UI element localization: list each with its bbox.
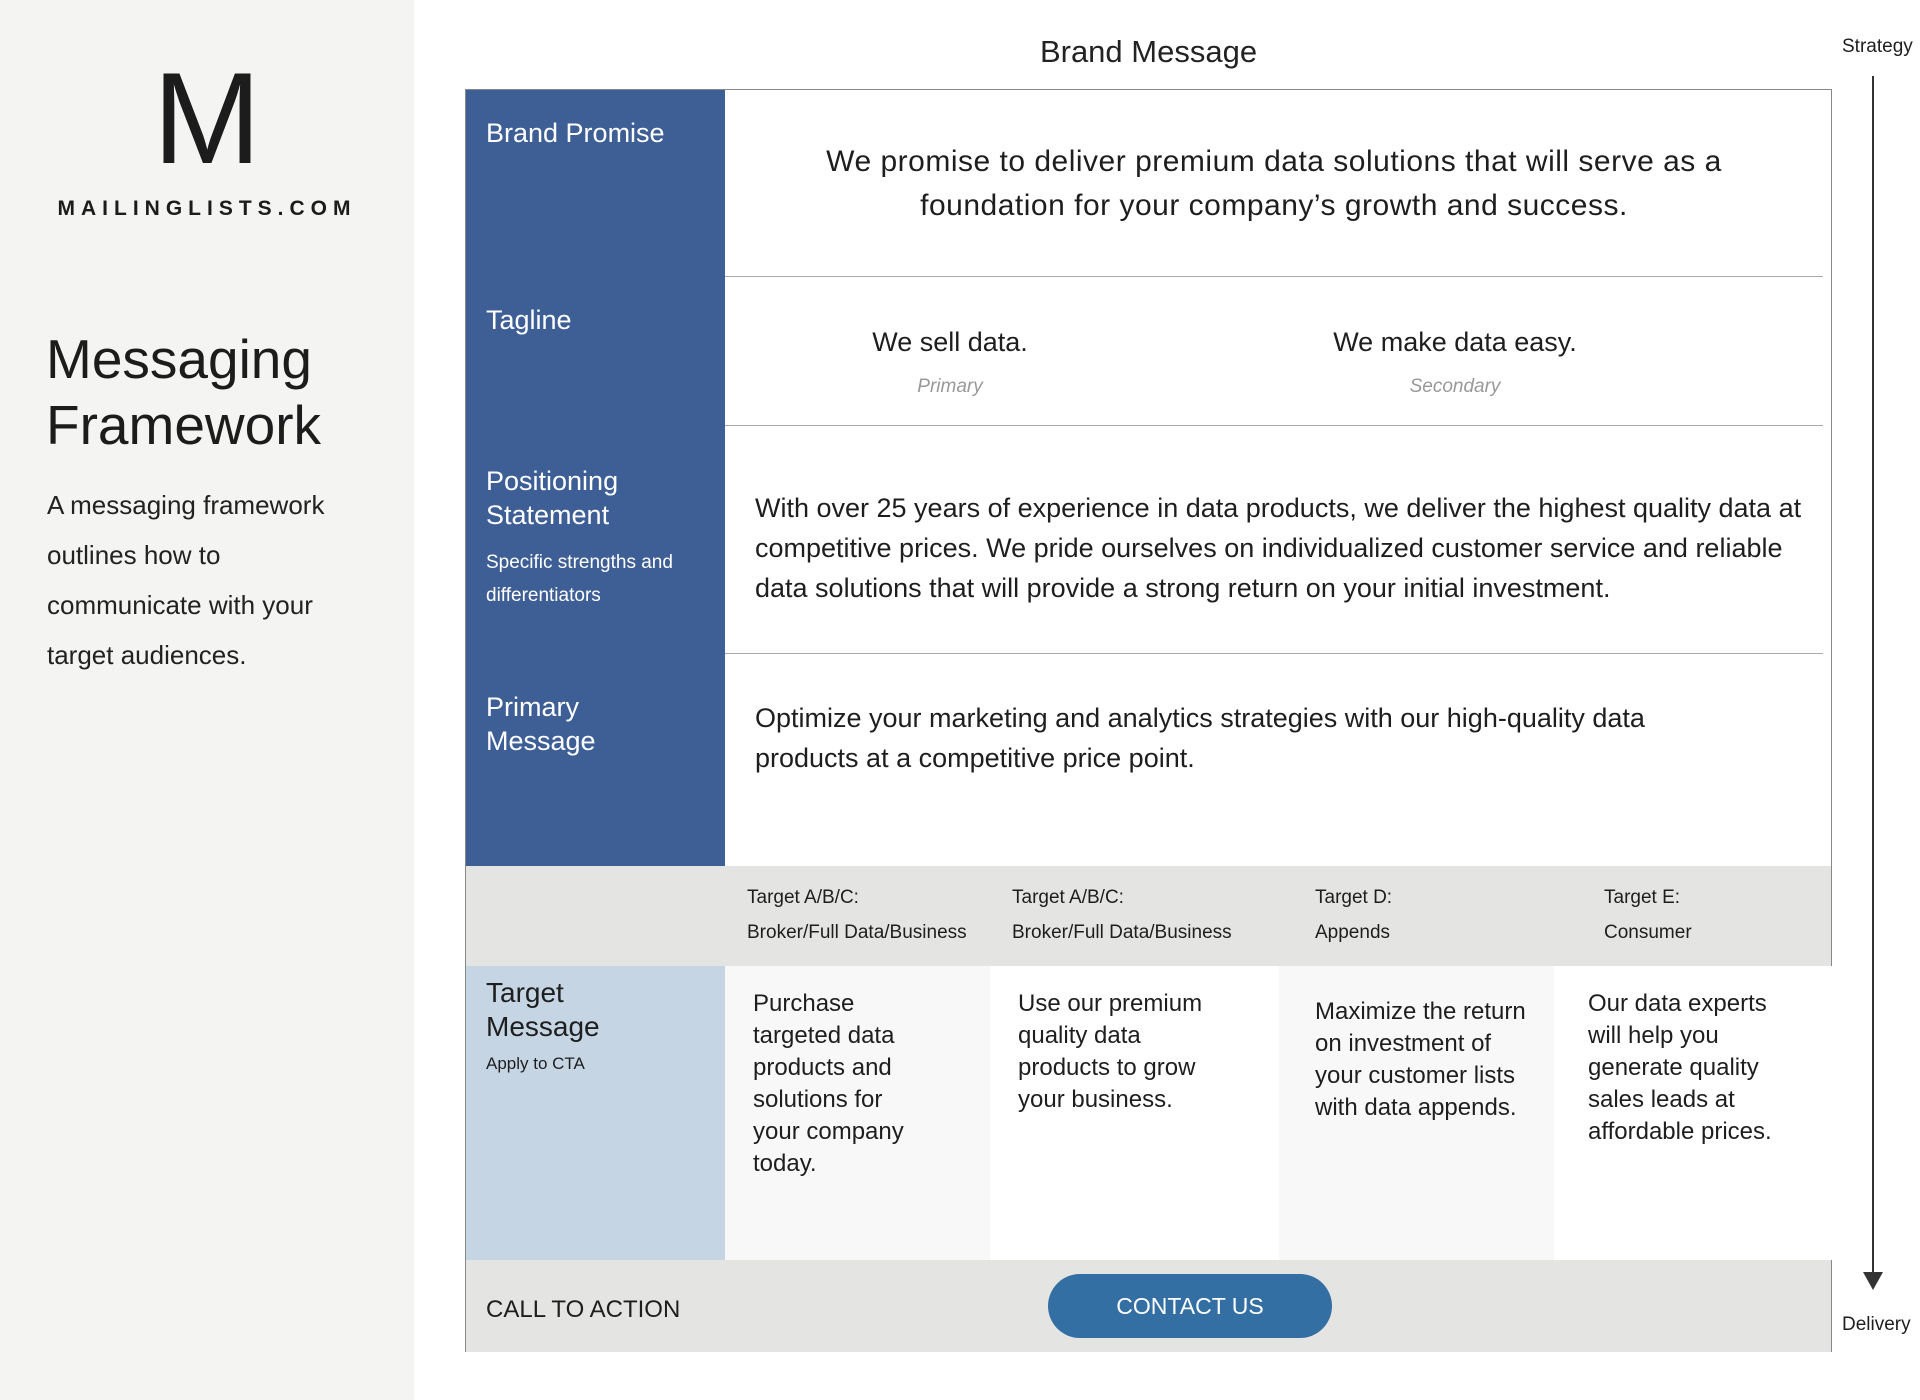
target-message: Maximize the return on investment of you… <box>1279 966 1554 1260</box>
axis-label-delivery: Delivery <box>1842 1314 1911 1335</box>
logo-text: MAILINGLISTS.COM <box>57 197 357 220</box>
messaging-table: Brand Promise We promise to deliver prem… <box>465 89 1833 1352</box>
row-primary-message: Primary Message Optimize your marketing … <box>466 654 1831 866</box>
target-header: Target A/B/C: Broker/Full Data/Business <box>747 887 967 943</box>
target-header-row: Target A/B/C: Broker/Full Data/Business T… <box>466 866 1831 966</box>
row-tagline: Tagline We sell data. Primary We make da… <box>466 277 1831 426</box>
row-brand-promise: Brand Promise We promise to deliver prem… <box>466 90 1831 277</box>
page-title: Messaging Framework <box>46 328 322 456</box>
description: A messaging framework outlines how to co… <box>47 490 325 670</box>
logo: M <box>152 45 262 191</box>
target-header: Target D: Appends <box>1315 887 1393 943</box>
cta-label: CALL TO ACTION <box>486 1296 681 1323</box>
contact-us-button[interactable]: CONTACT US <box>1048 1274 1332 1338</box>
tagline-secondary: We make data easy. Secondary <box>1333 327 1577 397</box>
target-message: Purchase targeted data products and solu… <box>725 966 990 1260</box>
row-label: Target Message <box>486 977 600 1042</box>
target-message: Use our premium quality data products to… <box>990 966 1279 1260</box>
row-sublabel: Apply to CTA <box>486 1054 585 1073</box>
row-label: Primary Message <box>486 692 596 756</box>
sidebar: M MAILINGLISTS.COM Messaging Framework A… <box>0 0 414 1400</box>
brand-promise-text: We promise to deliver premium data solut… <box>826 145 1722 222</box>
axis-label-strategy: Strategy <box>1842 36 1913 57</box>
row-label: Tagline <box>486 305 572 335</box>
strategy-delivery-arrow <box>1872 76 1874 1274</box>
target-header: Target E: Consumer <box>1604 887 1692 943</box>
row-label: Brand Promise <box>486 118 665 148</box>
tagline-primary: We sell data. Primary <box>872 327 1028 397</box>
row-target-message: Target Message Apply to CTA Purchase targ… <box>466 966 1833 1260</box>
primary-message-text: Optimize your marketing and analytics st… <box>755 703 1645 773</box>
target-message: Our data experts will help you generate … <box>1554 966 1833 1260</box>
section-title: Brand Message <box>1039 34 1258 69</box>
row-sublabel: Specific strengths and differentiators <box>486 552 673 606</box>
row-label: Positioning Statement <box>486 466 619 530</box>
arrow-down-icon <box>1863 1272 1883 1290</box>
positioning-text: With over 25 years of experience in data… <box>755 493 1802 603</box>
row-positioning: Positioning Statement Specific strengths … <box>466 426 1831 654</box>
target-header: Target A/B/C: Broker/Full Data/Business <box>1012 887 1232 943</box>
row-cta: CALL TO ACTION CONTACT US <box>466 1260 1831 1352</box>
